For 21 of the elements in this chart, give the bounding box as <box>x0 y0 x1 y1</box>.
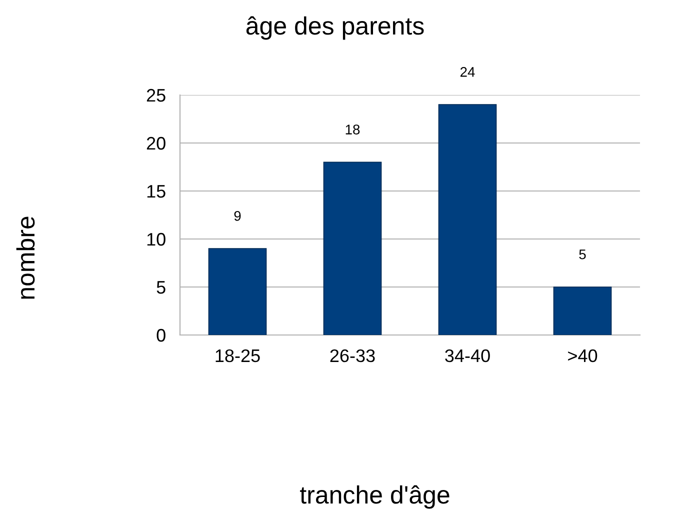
x-tick-label: 18-25 <box>216 349 260 362</box>
y-tick-label: 10 <box>147 232 166 246</box>
data-label: 18 <box>346 124 360 134</box>
y-tick-label: 0 <box>156 328 166 342</box>
x-tick-label: >40 <box>568 349 598 362</box>
y-tick-label: 25 <box>146 88 166 102</box>
x-tick-label: 34-40 <box>445 349 490 362</box>
x-tick-label: 26-33 <box>330 349 375 362</box>
chart-title: âge des parents <box>246 16 424 40</box>
bar <box>323 162 382 335</box>
data-label: 24 <box>460 67 475 77</box>
y-tick-label: 15 <box>147 185 166 198</box>
data-label: 5 <box>579 250 586 260</box>
bar <box>208 248 267 335</box>
bar <box>438 104 497 335</box>
y-tick-label: 20 <box>146 136 166 150</box>
y-tick-label: 5 <box>156 281 166 294</box>
bar <box>553 286 612 335</box>
x-axis-title: tranche d'âge <box>300 485 450 509</box>
data-label: 9 <box>234 211 241 221</box>
y-axis-title: nombre <box>16 216 35 299</box>
